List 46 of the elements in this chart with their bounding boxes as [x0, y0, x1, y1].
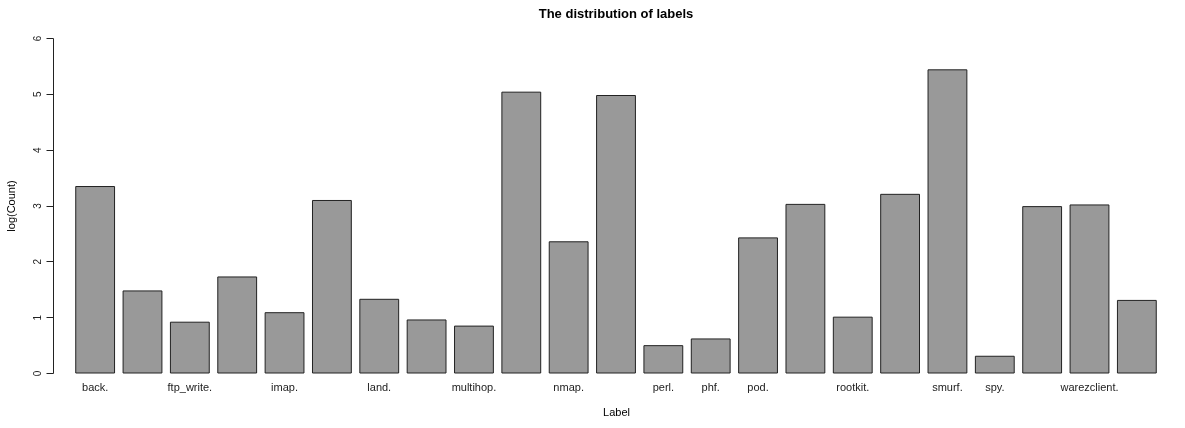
bar: [690, 338, 731, 374]
bar: [1022, 206, 1063, 374]
x-tick-label: back.: [82, 380, 109, 393]
y-tick-label: 0: [31, 370, 43, 377]
bar: [880, 193, 921, 374]
bar: [596, 95, 636, 374]
y-tick-label: 4: [31, 146, 43, 153]
y-tick-label: 1: [31, 314, 43, 321]
y-tick-label: 3: [31, 202, 43, 209]
bar: [1116, 299, 1157, 374]
bar: [264, 312, 305, 374]
x-tick-label: multihop.: [451, 380, 497, 393]
bar: [75, 186, 116, 374]
x-tick-label: ftp_write.: [167, 380, 213, 393]
bar: [927, 69, 968, 374]
x-axis-title: Label: [603, 405, 630, 418]
bar: [406, 319, 447, 374]
bar: [311, 199, 352, 374]
x-tick-label: land.: [367, 380, 392, 393]
x-tick-label: phf.: [701, 380, 720, 393]
x-tick-label: smurf.: [932, 380, 963, 393]
x-tick-label: rootkit.: [836, 380, 870, 393]
x-tick-label: perl.: [652, 380, 675, 393]
x-tick-label: imap.: [271, 380, 298, 393]
bar: [501, 91, 542, 374]
bar: [122, 290, 163, 374]
bar: [548, 241, 589, 374]
bar: [454, 325, 494, 374]
x-tick-label: spy.: [985, 380, 1005, 393]
x-tick-label: nmap.: [553, 380, 584, 393]
x-tick-label: pod.: [747, 380, 769, 393]
y-tick-label: 2: [31, 258, 43, 265]
bar: [1069, 204, 1110, 374]
bar: [359, 298, 400, 374]
y-tick-label: 6: [31, 35, 43, 42]
bar: [643, 345, 684, 374]
bar: [785, 203, 826, 374]
bar: [974, 355, 1015, 374]
y-axis-title: log(Count): [4, 180, 17, 232]
y-tick-label: 5: [31, 91, 43, 98]
bar: [217, 276, 258, 374]
bar: [832, 316, 873, 374]
bar: [738, 237, 778, 374]
chart-title: The distribution of labels: [538, 6, 694, 22]
x-tick-label: warezclient.: [1059, 380, 1119, 393]
bar: [169, 321, 210, 374]
